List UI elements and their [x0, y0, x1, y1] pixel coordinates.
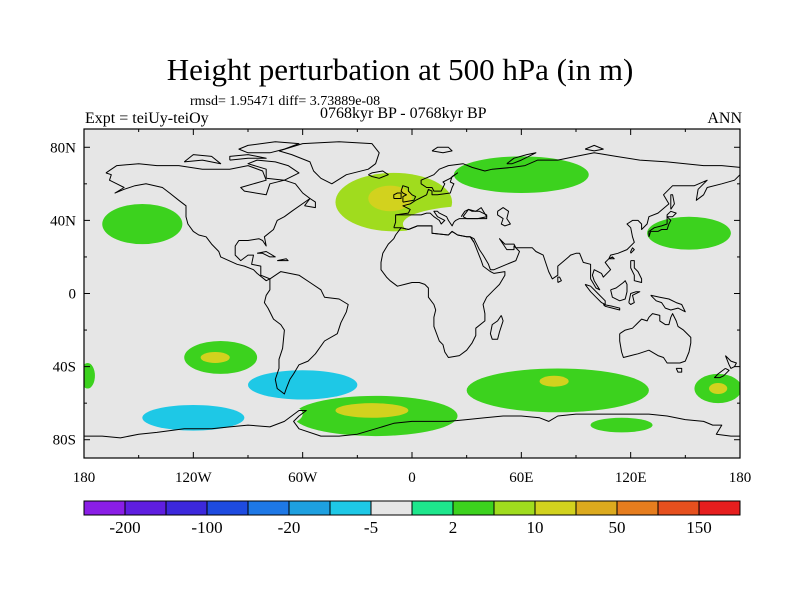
colorbar-box [371, 501, 412, 515]
lon-label: 0 [408, 470, 416, 486]
colorbar-box [453, 501, 494, 515]
colorbar-label: -20 [278, 518, 301, 537]
anomaly-north-america-negative [190, 178, 241, 207]
lon-label: 60W [288, 470, 318, 486]
colorbar-box [576, 501, 617, 515]
colorbar-box [84, 501, 125, 515]
latitude-labels: 80N 40N 0 40S 80S [50, 140, 76, 448]
map-plot: 80N 40N 0 40S 80S 180 120W 60W 0 60E 120E 180 -200… [0, 0, 800, 600]
lat-label: 80S [53, 433, 76, 449]
anomaly-southern-ocean-positive [467, 368, 649, 412]
colorbar-label: -5 [364, 518, 378, 537]
anomaly-south-pacific-core [201, 352, 230, 363]
lon-label: 60E [509, 470, 533, 486]
anomaly-north-pacific-positive [102, 204, 182, 244]
lon-label: 120W [175, 470, 213, 486]
colorbar-box [617, 501, 658, 515]
lon-label: 120E [615, 470, 647, 486]
colorbar-box [166, 501, 207, 515]
colorbar-label: -100 [191, 518, 222, 537]
anomaly-tasman-core [709, 383, 727, 394]
colorbar-label: 150 [686, 518, 712, 537]
lat-label: 40N [50, 213, 76, 229]
lon-label: 180 [73, 470, 96, 486]
colorbar-labels: -200 -100 -20 -5 2 10 50 150 [109, 518, 711, 537]
colorbar-box [412, 501, 453, 515]
anomaly-siberia-positive [454, 156, 589, 193]
colorbar-box [330, 501, 371, 515]
anomaly-australia-negative [598, 343, 700, 369]
anomaly-arctic-canada-negative [221, 142, 349, 179]
colorbar-box [289, 501, 330, 515]
colorbar-box [207, 501, 248, 515]
anomaly-antarctic-atlantic-core [335, 403, 408, 418]
colorbar-label: -200 [109, 518, 140, 537]
colorbar-label: 10 [527, 518, 544, 537]
colorbar-box [494, 501, 535, 515]
anomaly-west-pacific-positive [647, 217, 731, 250]
anomaly-drake-passage-negative [248, 370, 357, 399]
lat-label: 0 [69, 287, 77, 303]
anomaly-southern-ocean-core [540, 376, 569, 387]
lat-label: 40S [53, 360, 76, 376]
colorbar-box [535, 501, 576, 515]
colorbar-box [699, 501, 740, 515]
lat-label: 80N [50, 140, 76, 156]
longitude-labels: 180 120W 60W 0 60E 120E 180 [73, 470, 752, 486]
lon-label: 180 [729, 470, 752, 486]
colorbar-label: 2 [449, 518, 458, 537]
colorbar-box [248, 501, 289, 515]
colorbar-box [125, 501, 166, 515]
colorbar-label: 50 [609, 518, 626, 537]
colorbar-box [658, 501, 699, 515]
anomaly-east-indian-positive [591, 418, 653, 433]
colorbar [84, 501, 740, 515]
anomaly-north-pacific-negative [79, 169, 126, 206]
